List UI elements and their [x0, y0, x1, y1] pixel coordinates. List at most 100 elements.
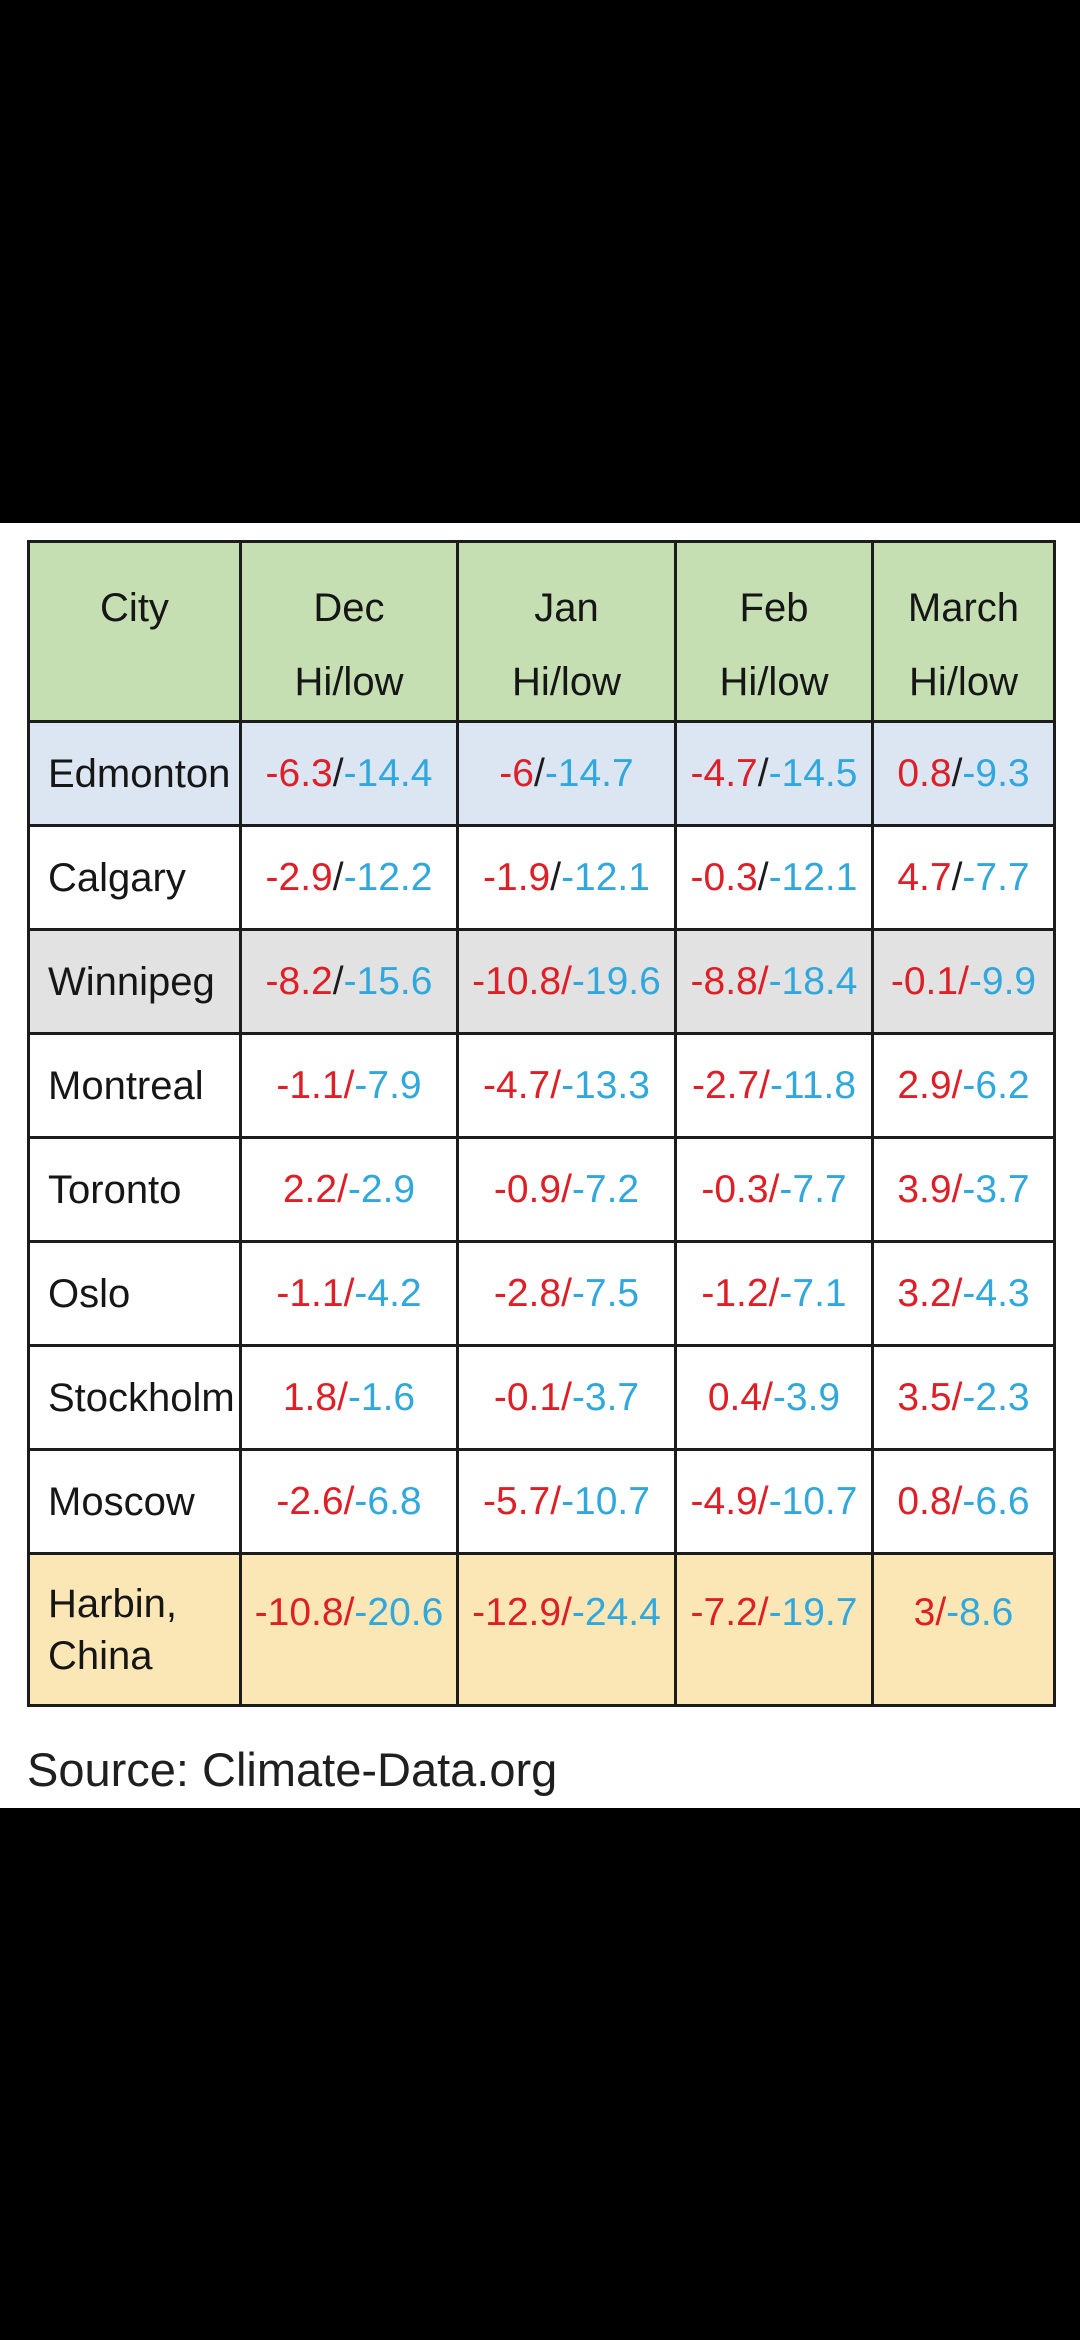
low-value: -3.7	[571, 1375, 640, 1419]
low-value: -4.3	[962, 1271, 1030, 1315]
low-value: -1.6	[347, 1375, 416, 1419]
table-row: Oslo -1.1/-4.2 -2.8/-7.5 -1.2/-7.1 3.2/-4.3	[27, 1240, 1056, 1347]
city-cell: Edmonton	[27, 720, 242, 827]
temp-cell: -8.2/-15.6	[239, 928, 459, 1035]
low-value: -18.4	[768, 959, 858, 1003]
low-value: -7.7	[962, 855, 1030, 899]
low-value: -7.9	[354, 1063, 422, 1107]
low-value: -12.1	[561, 855, 650, 899]
low-value: -6.6	[962, 1479, 1030, 1523]
temp-cell: -2.9/-12.2	[239, 824, 459, 931]
low-value: -12.1	[768, 855, 858, 899]
low-value: -4.2	[354, 1271, 422, 1315]
hi-value: -5.7	[483, 1479, 551, 1523]
slash-separator: /	[951, 1063, 963, 1107]
hi-value: -1.9	[483, 855, 551, 899]
hi-value: 3	[913, 1591, 936, 1634]
table-body: Edmonton -6.3/-14.4 -6/-14.7 -4.7/-14.5 0.8/…	[27, 720, 1056, 1707]
slash-separator: /	[337, 1375, 348, 1419]
hi-value: 2.2	[282, 1167, 338, 1211]
temp-cell: -7.2/-19.7	[674, 1552, 874, 1707]
month-column-header: Feb Hi/low	[674, 540, 874, 723]
hi-value: -7.2	[690, 1591, 758, 1634]
temp-cell: -0.1/-3.7	[456, 1344, 677, 1451]
slash-separator: /	[343, 1063, 355, 1107]
hi-value: 1.8	[282, 1375, 338, 1419]
slash-separator: /	[951, 751, 963, 795]
slash-separator: /	[343, 1479, 355, 1523]
slash-separator: /	[561, 959, 572, 1003]
slash-separator: /	[533, 751, 545, 795]
slash-separator: /	[951, 1271, 963, 1315]
low-value: -9.9	[968, 959, 1037, 1003]
low-value: -3.7	[962, 1167, 1030, 1211]
temp-cell: -6.3/-14.4	[239, 720, 459, 827]
temp-cell: 0.8/-9.3	[871, 720, 1056, 827]
slash-separator: /	[757, 1591, 769, 1634]
low-value: -7.1	[779, 1271, 847, 1315]
hi-value: -6	[499, 751, 534, 795]
slash-separator: /	[550, 1479, 562, 1523]
hi-low-sublabel: Hi/low	[512, 660, 621, 704]
hi-value: -0.3	[690, 855, 758, 899]
temp-cell: 0.4/-3.9	[674, 1344, 874, 1451]
temp-cell: -2.7/-11.8	[674, 1032, 874, 1139]
city-cell: Stockholm	[27, 1344, 242, 1451]
low-value: -6.8	[354, 1479, 422, 1523]
temp-cell: -8.8/-18.4	[674, 928, 874, 1035]
temp-cell: -1.1/-7.9	[239, 1032, 459, 1139]
temperature-table: City Dec Hi/low Jan Hi/low Feb Hi/low March Hi/l…	[27, 540, 1056, 1707]
low-value: -24.4	[571, 1591, 661, 1634]
hi-value: -0.3	[701, 1167, 769, 1211]
hi-value: -2.6	[276, 1479, 344, 1523]
temp-cell: 3.2/-4.3	[871, 1240, 1056, 1347]
slash-separator: /	[951, 1167, 963, 1211]
city-cell: Calgary	[27, 824, 242, 931]
low-value: -14.4	[343, 751, 433, 795]
temp-cell: 2.2/-2.9	[239, 1136, 459, 1243]
temp-cell: 1.8/-1.6	[239, 1344, 459, 1451]
temp-cell: -0.3/-7.7	[674, 1136, 874, 1243]
month-label: Jan	[534, 586, 599, 630]
slash-separator: /	[951, 1479, 963, 1523]
hi-value: -6.3	[265, 751, 333, 795]
slash-separator: /	[757, 959, 769, 1003]
low-value: -19.7	[768, 1591, 858, 1634]
temp-cell: -0.1/-9.9	[871, 928, 1056, 1035]
temp-cell: -10.8/-19.6	[456, 928, 677, 1035]
temp-cell: 2.9/-6.2	[871, 1032, 1056, 1139]
hi-value: -0.1	[493, 1375, 562, 1419]
low-value: -2.9	[347, 1167, 416, 1211]
low-value: -6.2	[962, 1063, 1030, 1107]
table-row: Stockholm 1.8/-1.6 -0.1/-3.7 0.4/-3.9 3.5/-2…	[27, 1344, 1056, 1451]
top-letterbox	[0, 0, 1080, 523]
low-value: -10.7	[768, 1479, 858, 1523]
low-value: -2.3	[962, 1375, 1030, 1419]
slash-separator: /	[337, 1167, 348, 1211]
hi-low-sublabel: Hi/low	[719, 660, 829, 704]
slash-separator: /	[332, 751, 344, 795]
table-row: Winnipeg -8.2/-15.6 -10.8/-19.6 -8.8/-18.4-…	[27, 928, 1056, 1035]
temp-cell: -2.8/-7.5	[456, 1240, 677, 1347]
city-cell: Moscow	[27, 1448, 242, 1555]
table-row: Harbin, China -10.8/-20.6 -12.9 / -24.4 -7.2/…	[27, 1552, 1056, 1707]
temp-cell: -10.8/-20.6	[239, 1552, 459, 1707]
bottom-letterbox	[0, 1808, 1080, 2340]
low-value: -7.5	[571, 1271, 640, 1315]
hi-value: 3.2	[897, 1271, 952, 1315]
low-value: -19.6	[571, 959, 661, 1003]
month-label: Feb	[739, 586, 809, 630]
city-cell: Harbin, China	[27, 1552, 242, 1707]
temp-cell: 0.8/-6.6	[871, 1448, 1056, 1555]
hi-value: -8.8	[690, 959, 758, 1003]
slash-separator: /	[332, 855, 344, 899]
temp-cell: -0.9/-7.2	[456, 1136, 677, 1243]
table-row: Toronto 2.2/-2.9 -0.9/-7.2 -0.3/-7.7 3.9/-3.…	[27, 1136, 1056, 1243]
city-cell: Winnipeg	[27, 928, 242, 1035]
low-value: -13.3	[561, 1063, 650, 1107]
temp-cell: -4.7/-13.3	[456, 1032, 677, 1139]
slash-separator: /	[951, 1375, 963, 1419]
hi-value: -12.9	[472, 1591, 562, 1634]
temp-cell: -4.9/-10.7	[674, 1448, 874, 1555]
hi-value: -2.8	[493, 1271, 562, 1315]
